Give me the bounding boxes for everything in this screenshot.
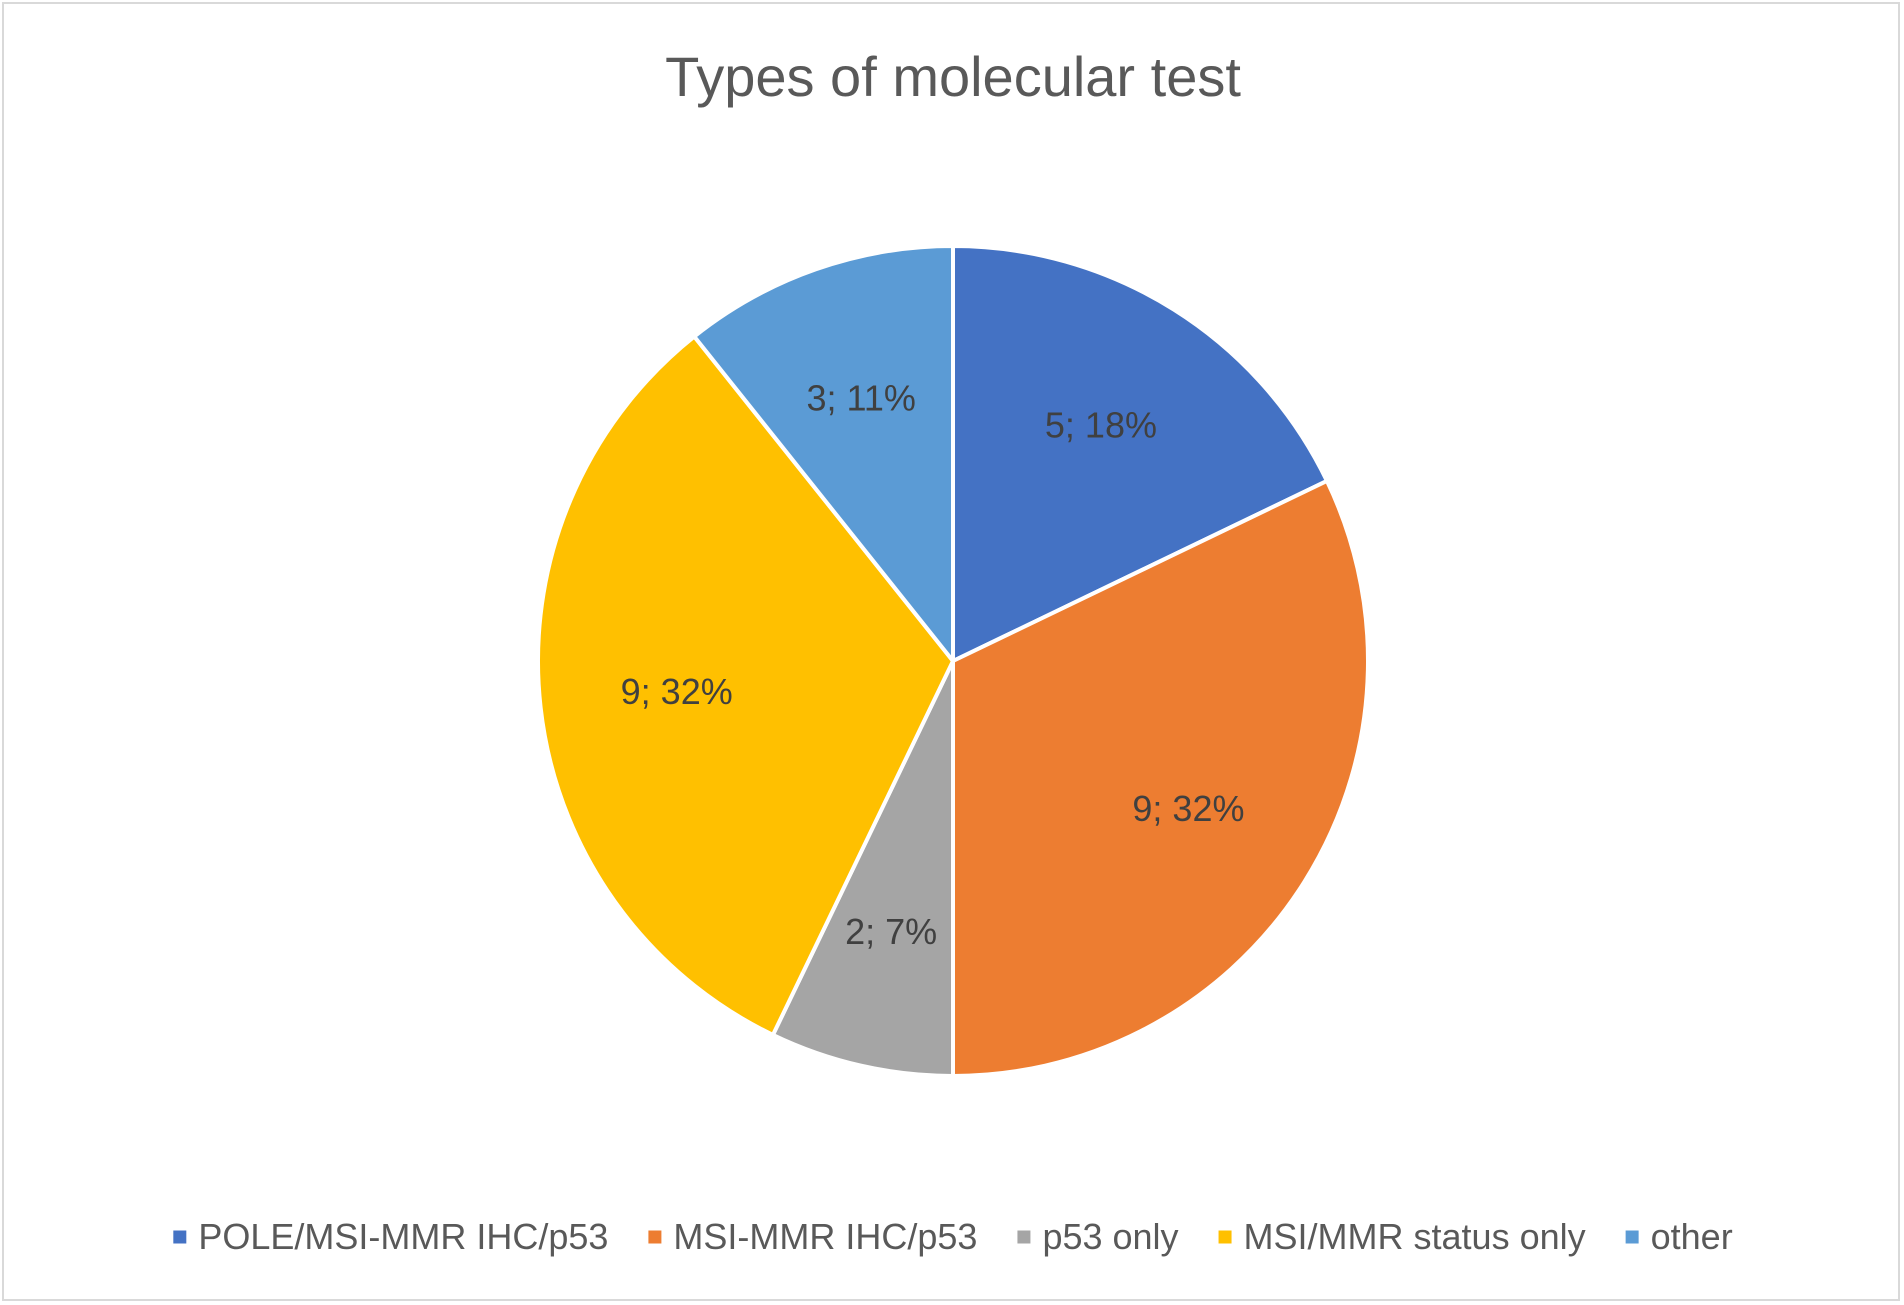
legend-item-pole-msi-mmr-ihc-p53: POLE/MSI-MMR IHC/p53 — [173, 1216, 608, 1257]
data-label-msi-mmr-ihc-p53: 9; 32% — [1132, 788, 1244, 829]
data-label-p53-only: 2; 7% — [845, 911, 937, 952]
data-label-pole-msi-mmr-ihc-p53: 5; 18% — [1045, 405, 1157, 446]
pie-chart: Types of molecular test 5; 18% 9; 32% 2; 7… — [173, 45, 1733, 1257]
legend-label-msi-mmr-ihc-p53: MSI-MMR IHC/p53 — [673, 1216, 977, 1257]
pie-slice-pole-msi-mmr-ihc-p53 — [951, 244, 1329, 663]
legend-label-p53-only: p53 only — [1042, 1216, 1178, 1257]
legend-item-msi-mmr-ihc-p53: MSI-MMR IHC/p53 — [648, 1216, 977, 1257]
legend-label-pole-msi-mmr-ihc-p53: POLE/MSI-MMR IHC/p53 — [198, 1216, 608, 1257]
slice-labels: 5; 18% 9; 32% 2; 7% 9; 32% 3; 11% — [621, 378, 1245, 953]
legend-item-p53-only: p53 only — [1017, 1216, 1179, 1257]
data-label-other: 3; 11% — [806, 378, 915, 419]
legend-item-msi-mmr-status-only: MSI/MMR status only — [1218, 1216, 1586, 1257]
legend-item-other: other — [1625, 1216, 1733, 1257]
legend-label-other: other — [1651, 1216, 1733, 1257]
chart-title: Types of molecular test — [665, 45, 1241, 108]
legend-swatch-msi-mmr-status-only — [1218, 1230, 1232, 1244]
pie-slice-msi-mmr-status-only — [536, 334, 955, 1037]
pie-slices — [536, 244, 1370, 1078]
legend-swatch-p53-only — [1017, 1230, 1031, 1244]
pie-slice-p53-only — [770, 659, 955, 1078]
pie-slice-other — [692, 244, 955, 663]
legend-swatch-other — [1625, 1230, 1639, 1244]
legend-label-msi-mmr-status-only: MSI/MMR status only — [1244, 1216, 1586, 1257]
legend-swatch-msi-mmr-ihc-p53 — [648, 1230, 662, 1244]
legend: POLE/MSI-MMR IHC/p53 MSI-MMR IHC/p53 p53 o… — [173, 1216, 1733, 1257]
data-label-msi-mmr-status-only: 9; 32% — [621, 671, 733, 712]
pie-slice-msi-mmr-ihc-p53 — [951, 478, 1370, 1078]
legend-swatch-pole-msi-mmr-ihc-p53 — [173, 1230, 187, 1244]
